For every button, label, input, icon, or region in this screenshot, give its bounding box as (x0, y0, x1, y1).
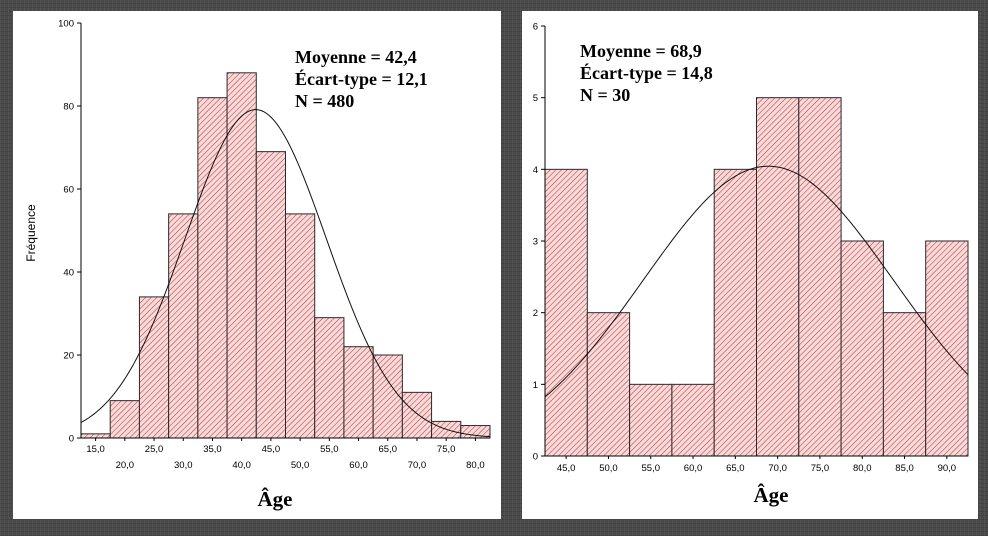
histogram-bar (756, 97, 800, 457)
y-tick-label: 100 (58, 19, 74, 30)
histogram-bar (343, 346, 374, 439)
x-tick-label: 60,0 (349, 460, 368, 471)
stats-line: Moyenne = 68,9 (580, 41, 702, 61)
normal-curve (544, 165, 969, 398)
x-tick-label: 80,0 (853, 463, 872, 474)
y-tick-label: 4 (533, 165, 538, 176)
x-tick-label: 70,0 (768, 463, 787, 474)
x-tick-label: 55,0 (642, 463, 661, 474)
histogram-right: 0 1 2 3 4 5 6 45,0 50,0 55,0 60,0 65,0 70,0 75,0 80,0 8… (533, 22, 969, 507)
histogram-bar (168, 213, 199, 439)
x-tick-label: 80,0 (466, 460, 485, 471)
histogram-bar (314, 317, 345, 439)
x-tick-label: 25,0 (145, 444, 164, 455)
y-tick-label: 20 (63, 351, 74, 362)
histogram-panel-right: 0 1 2 3 4 5 6 45,0 50,0 55,0 60,0 65,0 70,0 75,0 80,0 8… (522, 11, 978, 519)
x-tick-label: 45,0 (557, 463, 576, 474)
histogram-bar (840, 240, 884, 457)
x-tick-label: 30,0 (174, 460, 193, 471)
histogram-bar (372, 354, 403, 439)
histogram-bar (586, 312, 631, 457)
stats-line: N = 480 (295, 91, 354, 111)
stats-line: Moyenne = 42,4 (295, 47, 417, 67)
x-tick-label: 35,0 (203, 444, 222, 455)
x-tick-label: 75,0 (811, 463, 830, 474)
histogram-bar (285, 213, 316, 439)
histogram-bar (401, 391, 433, 439)
normal-curve (80, 109, 491, 438)
y-tick-label: 3 (533, 237, 538, 248)
x-tick-label: 85,0 (895, 463, 914, 474)
histogram-left: 0 20 40 60 80 100 15,0 25,0 35,0 45,0 55,0 65,0 75,0… (24, 19, 491, 511)
stats-line: N = 30 (580, 85, 630, 105)
histogram-bar (109, 400, 140, 439)
y-tick-label: 0 (533, 452, 538, 463)
x-tick-label: 45,0 (262, 444, 281, 455)
histogram-bar (629, 383, 673, 457)
y-axis-title: Fréquence (24, 204, 38, 262)
x-tick-label: 50,0 (291, 460, 310, 471)
x-tick-label: 75,0 (437, 444, 456, 455)
histogram-bar (138, 296, 170, 439)
histogram-bar (80, 433, 111, 439)
y-tick-label: 6 (533, 22, 538, 33)
x-tick-label: 65,0 (379, 444, 398, 455)
x-tick-label: 20,0 (116, 460, 135, 471)
histogram-panel-left: 0 20 40 60 80 100 15,0 25,0 35,0 45,0 55,0 65,0 75,0… (13, 11, 501, 519)
y-tick-label: 60 (63, 185, 74, 196)
histogram-bar (226, 72, 257, 439)
x-axis-title: Âge (754, 483, 789, 507)
histogram-bar (671, 383, 715, 457)
stats-line: Écart-type = 12,1 (295, 68, 428, 89)
x-tick-label: 15,0 (86, 444, 105, 455)
histogram-bar (544, 168, 588, 457)
histogram-bar (713, 168, 757, 457)
histogram-bar (197, 97, 228, 439)
x-tick-label: 65,0 (726, 463, 745, 474)
histogram-bar (798, 97, 842, 457)
x-tick-label: 50,0 (599, 463, 618, 474)
x-tick-label: 55,0 (320, 444, 339, 455)
x-axis-title: Âge (258, 487, 293, 511)
y-tick-label: 40 (63, 268, 74, 279)
histogram-bar (925, 240, 969, 457)
x-tick-label: 40,0 (232, 460, 251, 471)
y-tick-label: 5 (533, 93, 538, 104)
y-tick-label: 0 (69, 434, 74, 445)
histogram-bar (255, 151, 287, 439)
histogram-bar (882, 312, 927, 457)
y-tick-label: 80 (63, 102, 74, 113)
stats-line: Écart-type = 14,8 (580, 62, 713, 83)
y-tick-label: 2 (533, 308, 538, 319)
x-tick-label: 70,0 (408, 460, 427, 471)
x-tick-label: 60,0 (684, 463, 703, 474)
y-tick-label: 1 (533, 380, 538, 391)
x-tick-label: 90,0 (938, 463, 957, 474)
